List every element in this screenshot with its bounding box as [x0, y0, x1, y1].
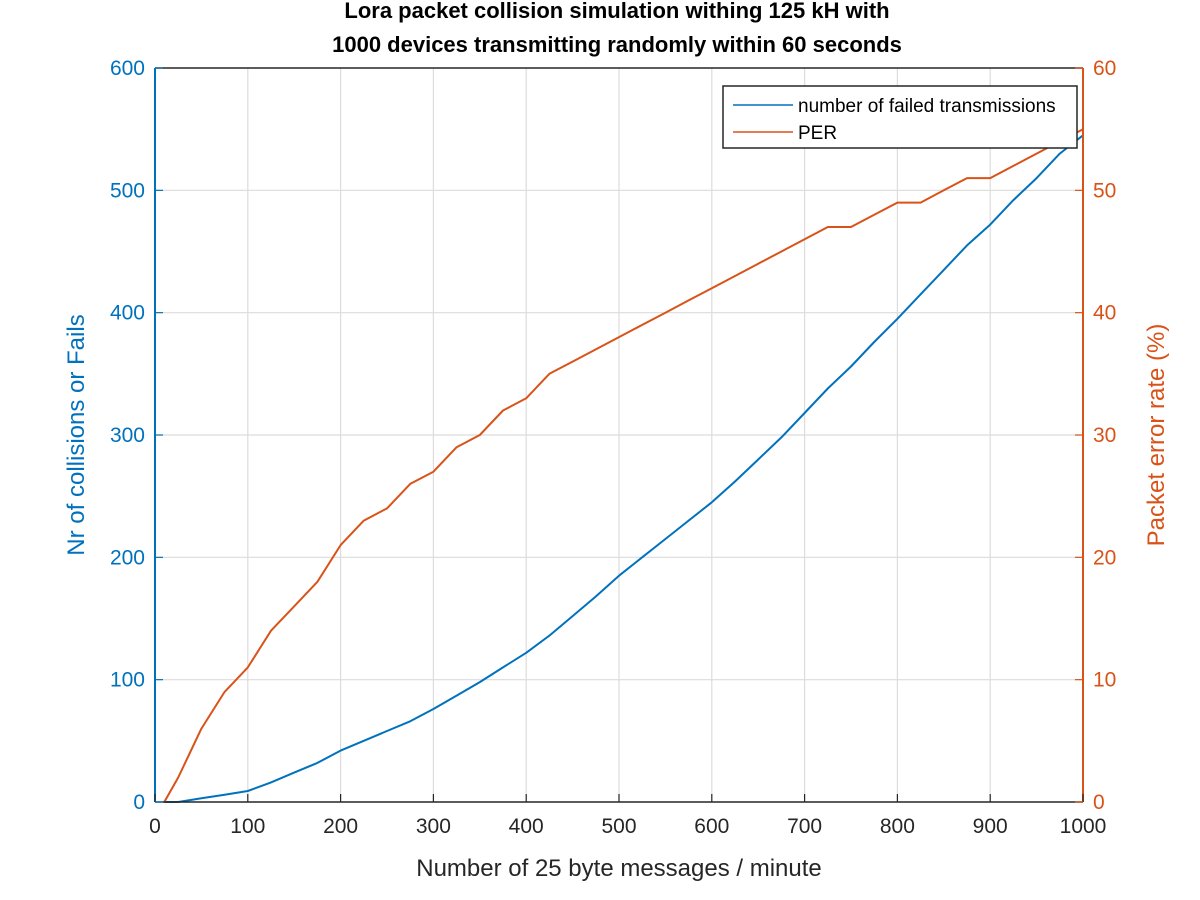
x-tick-label: 500: [601, 815, 636, 838]
x-tick-label: 800: [880, 815, 915, 838]
right-y-axis-label: Packet error rate (%): [1143, 324, 1170, 547]
left-y-tick-label: 0: [133, 791, 145, 814]
left-y-tick-label: 600: [110, 57, 145, 80]
x-tick-label: 600: [694, 815, 729, 838]
right-y-tick-label: 30: [1093, 424, 1116, 447]
chart-subtitle: 1000 devices transmitting randomly withi…: [332, 32, 902, 57]
x-tick-label: 100: [230, 815, 265, 838]
left-y-tick-label: 400: [110, 302, 145, 325]
right-y-tick-label: 20: [1093, 546, 1116, 569]
chart-title: Lora packet collision simulation withing…: [344, 0, 889, 23]
series-line-failed-transmissions: [164, 134, 1084, 803]
left-y-tick-label: 200: [110, 546, 145, 569]
right-y-tick-label: 0: [1093, 791, 1105, 814]
x-axis-label: Number of 25 byte messages / minute: [416, 855, 822, 882]
right-y-tick-label: 10: [1093, 669, 1116, 692]
x-tick-label: 400: [509, 815, 544, 838]
x-tick-label: 900: [973, 815, 1008, 838]
right-y-tick-label: 50: [1093, 179, 1116, 202]
left-y-tick-label: 300: [110, 424, 145, 447]
grid-lines: [155, 68, 1083, 802]
legend: number of failed transmissions PER: [722, 85, 1078, 149]
left-y-tick-label: 100: [110, 669, 145, 692]
x-tick-label: 1000: [1060, 815, 1107, 838]
axis-ticks: 0 100 200 300 400 500 600 700 800 900 100001002003…: [110, 57, 1116, 838]
series-layer: [163, 128, 1084, 803]
right-y-tick-label: 40: [1093, 302, 1116, 325]
series-line-per: [163, 128, 1084, 803]
x-tick-label: 300: [416, 815, 451, 838]
legend-label-failed: number of failed transmissions: [798, 96, 1056, 117]
left-y-axis-label: Nr of collisions or Fails: [63, 314, 90, 555]
left-y-tick-label: 500: [110, 179, 145, 202]
x-tick-label: 200: [323, 815, 358, 838]
x-tick-label: 700: [787, 815, 822, 838]
x-tick-label: 0: [149, 815, 161, 838]
legend-box: [722, 85, 1078, 149]
legend-label-per: PER: [798, 123, 837, 144]
right-y-tick-label: 60: [1093, 57, 1116, 80]
